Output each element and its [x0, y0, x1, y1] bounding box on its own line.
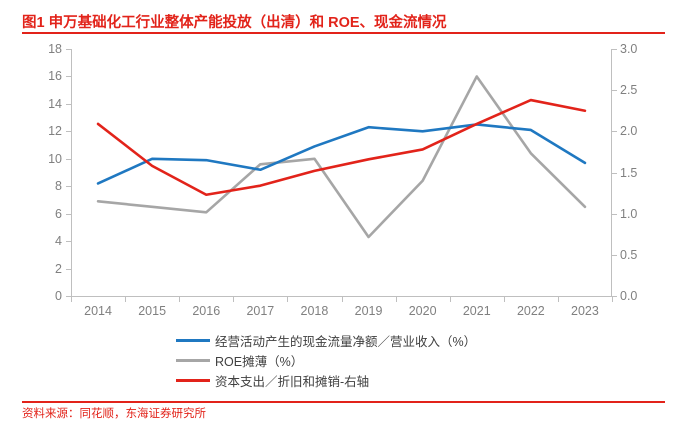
x-axis-label: 2022: [516, 304, 545, 318]
legend-swatch-icon: [176, 378, 210, 382]
title-divider: [22, 32, 665, 34]
source-note: 资料来源：同花顺，东海证券研究所: [22, 408, 206, 420]
y-axis-left-tick: [66, 296, 71, 297]
x-axis-tick: [341, 297, 343, 302]
y-axis-left-tick: [66, 49, 71, 50]
series-line: [96, 98, 587, 197]
y-axis-right-tick: [612, 172, 617, 174]
legend-item[interactable]: 资本支出／折旧和摊销-右轴: [0, 370, 687, 390]
x-axis-tick: [287, 297, 289, 302]
legend-item[interactable]: ROE摊薄（%）: [0, 350, 687, 370]
y-axis-right-tick: [612, 254, 617, 256]
y-axis-right-line: [611, 49, 612, 297]
x-axis-tick: [557, 297, 559, 302]
source-divider: [22, 401, 665, 403]
y-axis-right-label: 1.0: [620, 206, 638, 221]
x-axis-label: 2021: [462, 304, 491, 318]
y-axis-right-tick: [612, 213, 617, 215]
figure-title-row: 图1 申万基础化工行业整体产能投放（出清）和 ROE、现金流情况: [0, 6, 687, 36]
x-axis-label: 2020: [408, 304, 437, 318]
y-axis-right-label: 0.0: [620, 289, 638, 303]
x-axis-label: 2017: [246, 304, 275, 318]
x-axis-tick: [503, 297, 505, 302]
y-axis-left-tick: [66, 158, 71, 160]
y-axis-left-tick: [66, 213, 71, 215]
y-axis-left-label: 10: [48, 151, 62, 166]
x-axis-tick: [125, 297, 127, 302]
x-axis-label: 2016: [192, 304, 221, 318]
y-axis-right-label: 2.0: [620, 124, 638, 139]
y-axis-right-label: 1.5: [620, 165, 638, 180]
y-axis-left-label: 6: [55, 206, 62, 221]
x-axis-tick: [233, 297, 235, 302]
legend-swatch-icon: [176, 338, 210, 342]
chart-legend: 经营活动产生的现金流量净额／营业收入（%） ROE摊薄（%） 资本支出／折旧和摊销-…: [0, 330, 687, 390]
chart-area: 0 2 4 6 8 10 12 14 16 18 0.0 0.5 1.0 1.5 2.0 2.5 3.0 20…: [0, 36, 687, 326]
x-axis-label: 2023: [571, 304, 599, 318]
y-axis-left-label: 2: [55, 261, 62, 276]
y-axis-right-tick: [612, 296, 617, 297]
x-axis-label: 2019: [354, 304, 383, 318]
y-axis-left-label: 4: [55, 234, 62, 249]
series-line: [96, 123, 587, 185]
y-axis-left-label: 12: [48, 124, 62, 139]
x-axis-label: 2014: [84, 304, 112, 318]
x-axis-tick: [612, 297, 613, 302]
y-axis-left-tick: [66, 131, 71, 133]
y-axis-right-tick: [612, 49, 617, 50]
legend-item[interactable]: 经营活动产生的现金流量净额／营业收入（%）: [0, 330, 687, 350]
legend-label: 经营活动产生的现金流量净额／营业收入（%）: [215, 334, 477, 349]
x-axis-label: 2015: [138, 304, 167, 318]
y-axis-right-tick: [612, 90, 617, 92]
legend-swatch-icon: [176, 358, 210, 362]
page-title: 图1 申万基础化工行业整体产能投放（出清）和 ROE、现金流情况: [22, 14, 447, 31]
y-axis-right-label: 2.5: [620, 83, 638, 98]
y-axis-left-label: 16: [48, 69, 62, 84]
y-axis-right-tick: [612, 131, 617, 133]
y-axis-left-label: 0: [55, 289, 62, 303]
y-axis-right-label: 0.5: [620, 247, 638, 262]
y-axis-left-tick: [66, 103, 71, 105]
series-line: [96, 75, 587, 239]
x-axis-tick: [395, 297, 397, 302]
y-axis-left-label: 8: [55, 179, 62, 194]
x-axis-label: 2018: [300, 304, 329, 318]
legend-label: ROE摊薄（%）: [215, 354, 304, 369]
x-axis-line: [71, 296, 612, 297]
x-axis-tick: [449, 297, 451, 302]
series-lines: [96, 75, 587, 239]
x-axis-tick: [71, 297, 72, 302]
y-axis-left-line: [71, 49, 72, 297]
y-axis-left-label: 18: [48, 42, 62, 56]
y-axis-left-tick: [66, 186, 71, 188]
y-axis-left-tick: [66, 76, 71, 78]
y-axis-left-tick: [66, 268, 71, 270]
x-axis-tick: [179, 297, 181, 302]
y-axis-left-tick: [66, 241, 71, 243]
legend-label: 资本支出／折旧和摊销-右轴: [215, 374, 370, 389]
y-axis-right-label: 3.0: [620, 42, 638, 56]
y-axis-left-label: 14: [48, 96, 62, 111]
